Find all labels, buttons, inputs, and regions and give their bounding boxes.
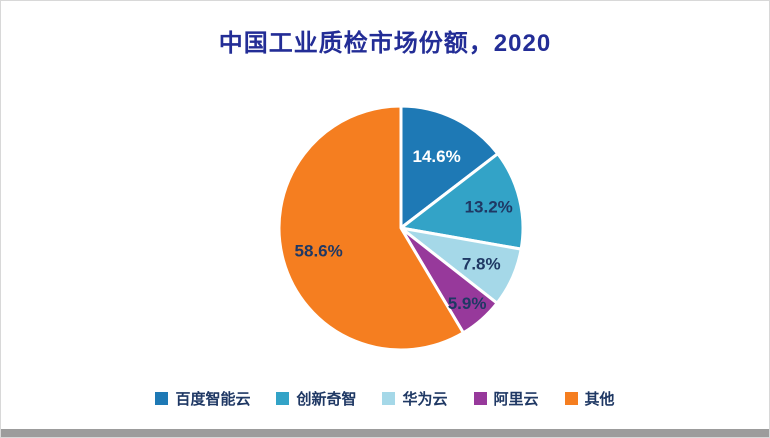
- pie-slice-5: [277, 104, 465, 352]
- legend-label: 创新奇智: [296, 391, 357, 408]
- pie-chart: 14.6% 13.2% 7.8% 5.9% 58.6%: [277, 104, 525, 352]
- legend-item: 百度智能云: [155, 388, 250, 409]
- pie-slice-2: [399, 152, 525, 251]
- footer-bar: [1, 429, 769, 437]
- pie-percent-label: 13.2%: [465, 198, 513, 217]
- legend-item: 阿里云: [473, 388, 539, 409]
- pie-percent-label: 58.6%: [295, 242, 343, 261]
- chart-title: 中国工业质检市场份额，2020: [218, 30, 552, 57]
- pie-percent-label: 14.6%: [413, 147, 461, 166]
- legend-swatch: [473, 392, 487, 405]
- legend: 百度智能云 创新奇智 华为云 阿里云 其他: [1, 388, 769, 409]
- legend-swatch: [564, 392, 578, 405]
- pie-chart-area: 14.6% 13.2% 7.8% 5.9% 58.6%: [1, 59, 769, 369]
- legend-swatch: [382, 392, 396, 405]
- legend-swatch: [276, 392, 290, 405]
- legend-label: 百度智能云: [175, 391, 251, 408]
- pie-slice-1: [399, 104, 500, 230]
- legend-item: 创新奇智: [276, 388, 356, 409]
- legend-item: 其他: [564, 388, 615, 409]
- legend-label: 华为云: [402, 391, 448, 408]
- pie-percent-label: 5.9%: [448, 294, 487, 313]
- legend-label: 其他: [584, 391, 615, 408]
- legend-label: 阿里云: [493, 391, 539, 408]
- legend-swatch: [155, 392, 169, 405]
- pie-percent-label: 7.8%: [462, 255, 501, 274]
- legend-item: 华为云: [382, 388, 448, 409]
